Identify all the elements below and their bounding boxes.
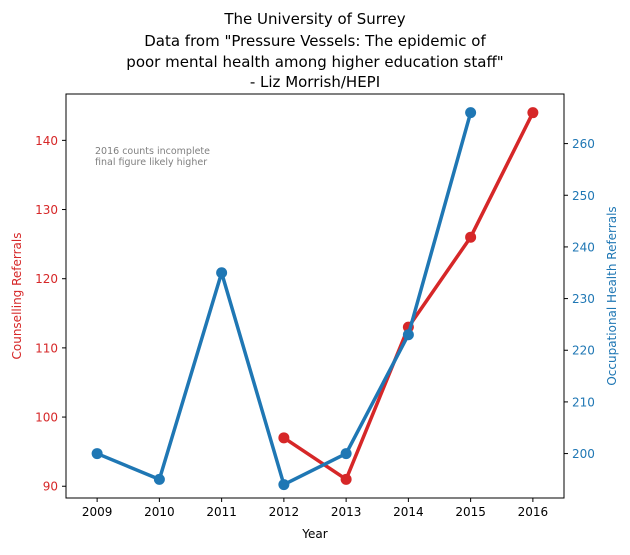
x-tick-label: 2011	[206, 505, 237, 519]
data-point-right	[340, 448, 352, 460]
y-right-tick-label: 240	[572, 240, 595, 254]
data-point-right	[153, 473, 165, 485]
y-left-tick-label: 120	[35, 272, 58, 286]
y-left-tick-label: 100	[35, 411, 58, 425]
x-tick-label: 2014	[393, 505, 424, 519]
chart-title-line: Data from "Pressure Vessels: The epidemi…	[144, 32, 486, 50]
x-tick-label: 2013	[331, 505, 362, 519]
annotation-line: 2016 counts incomplete	[95, 146, 210, 157]
y-right-tick-label: 220	[572, 344, 595, 358]
y-right-tick-label: 230	[572, 292, 595, 306]
chart-title: The University of Surrey Data from "Pres…	[126, 10, 503, 91]
y-right-tick-label: 200	[572, 447, 595, 461]
data-point-right	[91, 448, 103, 460]
y-axis-left-label: Counselling Referrals	[10, 233, 24, 360]
data-point-left	[340, 473, 352, 485]
y-axis-right-label: Occupational Health Referrals	[605, 206, 619, 385]
data-point-right	[278, 479, 290, 491]
x-tick-label: 2009	[82, 505, 113, 519]
chart-title-line: The University of Surrey	[223, 10, 405, 28]
annotation-line: final figure likely higher	[95, 157, 207, 168]
x-tick-label: 2016	[518, 505, 549, 519]
x-axis: 2009 2010 2011 2012 2013 2014 2015 2016	[82, 498, 548, 519]
data-point-left	[465, 231, 477, 243]
series-line-right	[96, 112, 473, 487]
y-left-tick-label: 90	[43, 480, 58, 494]
chart-annotation: 2016 counts incomplete final figure like…	[95, 146, 210, 168]
y-left-tick-label: 110	[35, 341, 58, 355]
data-point-right	[465, 107, 477, 119]
data-point-right	[216, 267, 228, 279]
y-axis-right: 200 210 220 230 240 250 260	[564, 137, 595, 461]
y-right-tick-label: 250	[572, 189, 595, 203]
y-left-tick-label: 140	[35, 134, 58, 148]
y-right-tick-label: 210	[572, 395, 595, 409]
plot-frame	[65, 93, 565, 499]
chart-title-line: - Liz Morrish/HEPI	[250, 73, 380, 91]
data-point-right	[402, 329, 414, 341]
series-line-left	[282, 111, 535, 482]
x-tick-label: 2010	[144, 505, 175, 519]
data-point-left	[527, 107, 539, 119]
x-tick-label: 2015	[455, 505, 486, 519]
x-tick-label: 2012	[269, 505, 300, 519]
y-axis-left: 90 100 110 120 130 140	[35, 134, 66, 494]
y-left-tick-label: 130	[35, 203, 58, 217]
y-right-tick-label: 260	[572, 137, 595, 151]
chart-title-line: poor mental health among higher educatio…	[126, 53, 503, 71]
series-layer	[91, 107, 539, 491]
x-axis-label: Year	[301, 527, 327, 541]
data-point-left	[278, 432, 290, 444]
